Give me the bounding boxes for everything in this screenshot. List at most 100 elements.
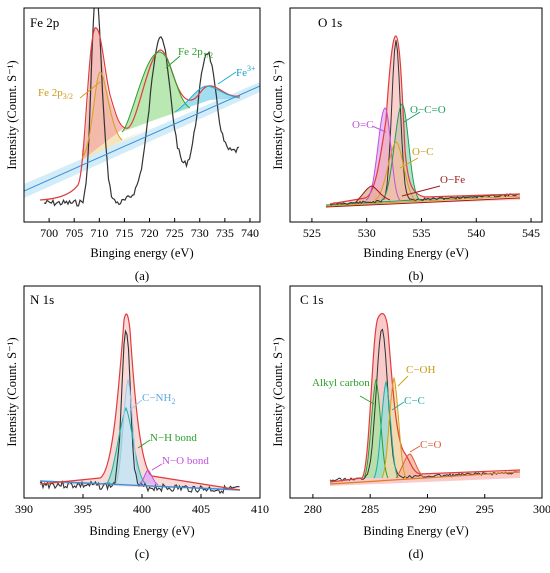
y-axis-label: Intensity (Count. S⁻¹) (5, 337, 19, 446)
plot-frame (289, 7, 543, 223)
peak-fe2p12-line (121, 51, 191, 133)
x-tick-label: 740 (241, 226, 259, 240)
label-cc: C−C (404, 395, 425, 407)
plot-frame (23, 7, 261, 223)
arrow-fe2p32 (79, 81, 101, 99)
x-tick-label: 715 (115, 226, 133, 240)
y-axis-label: Intensity (Count. S⁻¹) (271, 60, 285, 169)
raw-data-line (329, 40, 520, 206)
arrow-cc (391, 401, 405, 411)
x-tick-label: 400 (133, 502, 151, 516)
x-tick-label: 735 (216, 226, 234, 240)
x-tick-label: 705 (65, 226, 83, 240)
x-tick-label: 410 (251, 502, 269, 516)
arrow-oco (403, 111, 421, 123)
plot-frame (289, 285, 543, 499)
x-axis-ticks: 390 395 400 405 410 (15, 494, 269, 516)
arrow-oc2 (399, 157, 419, 169)
fit-envelope-fill (330, 313, 520, 486)
x-tick-label: 405 (192, 502, 210, 516)
peak-no-fill (140, 470, 158, 485)
x-tick-label: 280 (304, 502, 322, 516)
arrow-alkyl (359, 395, 375, 405)
fit-envelope-line (39, 27, 241, 201)
x-tick-label: 730 (191, 226, 209, 240)
y-axis-label: Intensity (Count. S⁻¹) (5, 60, 19, 169)
panel-caption: (b) (408, 268, 423, 283)
panel-c-lines (39, 313, 241, 495)
arrow-oc (371, 125, 387, 133)
peak-ofe-line (354, 185, 391, 204)
arrow-ofe (401, 185, 441, 197)
x-tick-label: 285 (361, 502, 379, 516)
panel-title: O 1s (318, 15, 342, 30)
peak-fe2p32-line (81, 71, 123, 159)
panel-c: 390 395 400 405 410 N 1s C−NH2 N−H bond N−O … (5, 285, 269, 561)
x-tick-label: 530 (358, 226, 376, 240)
x-tick-label: 300 (533, 502, 550, 516)
x-tick-label: 545 (522, 226, 540, 240)
panel-d-lines (329, 312, 521, 485)
x-axis-label: Binding Energy (eV) (89, 524, 194, 538)
peak-cc-line (373, 380, 399, 479)
arrow-nh2 (129, 399, 143, 411)
arrow-no (151, 463, 163, 471)
x-tick-label: 395 (74, 502, 92, 516)
label-alkyl: Alkyl carbon (312, 377, 370, 389)
bg-line (329, 471, 521, 485)
label-oc: O=C (352, 119, 373, 131)
fit-envelope-fill (40, 314, 240, 490)
peak-oc-line (365, 107, 401, 201)
raw-data-line (43, 8, 240, 207)
x-tick-label: 290 (418, 502, 436, 516)
x-tick-label: 390 (15, 502, 33, 516)
arrow-nh (137, 439, 151, 449)
panel-title: Fe 2p (30, 15, 59, 30)
panel-d-fills (330, 313, 520, 486)
label-nh2: C−NH2 (142, 392, 175, 406)
peak-nh2-line (115, 378, 141, 485)
arrow-fe3 (217, 71, 237, 85)
label-oco: O−C=O (410, 104, 446, 116)
peak-co-line (395, 453, 425, 479)
peak-no-line (139, 469, 159, 486)
bg-line (39, 480, 241, 491)
peak-coh-fill (382, 378, 406, 478)
x-axis-label: Binding Energy (eV) (363, 246, 468, 260)
x-tick-label: 525 (303, 226, 321, 240)
peak-oco-line (381, 103, 421, 201)
x-tick-label: 720 (141, 226, 159, 240)
panel-title: C 1s (300, 292, 323, 307)
panel-d: 280 285 290 295 300 C 1s Alkyl carbon C−OH C… (271, 285, 550, 561)
x-axis-ticks: 700 705 710 715 720 725 730 735 740 (40, 218, 259, 240)
panel-a: 700 705 710 715 720 725 730 735 740 Fe 2p Fe 2p3… (5, 7, 261, 283)
arrow-coh (397, 375, 409, 387)
x-axis-ticks: 280 285 290 295 300 (304, 494, 550, 516)
x-tick-label: 700 (40, 226, 58, 240)
fit-envelope-line (329, 312, 521, 483)
panel-b-lines (325, 35, 521, 208)
x-tick-label: 535 (412, 226, 430, 240)
panel-caption: (c) (135, 546, 149, 561)
peak-fe3-fill (175, 85, 240, 112)
label-co: C=O (420, 439, 442, 451)
label-nh: N−H bond (150, 432, 197, 444)
label-oc2: O−C (412, 146, 433, 158)
label-fe3: Fe3+ (236, 64, 256, 79)
peak-nh-line (105, 406, 147, 485)
x-axis-label: Binging energy (eV) (90, 246, 193, 260)
panel-caption: (d) (408, 546, 423, 561)
panel-a-lines (24, 8, 260, 207)
panel-b-fills (330, 35, 520, 206)
x-tick-label: 295 (476, 502, 494, 516)
panel-b: 525 530 535 540 545 O 1s O=C O−C=O O−C O−Fe … (271, 7, 543, 283)
peak-coh-line (381, 376, 407, 479)
panel-a-fills (24, 26, 260, 198)
label-fe2p12: Fe 2p1/2 (178, 46, 213, 60)
raw-data-line (39, 329, 240, 495)
fit-envelope-line (39, 313, 241, 491)
arrow-fe2p12 (165, 55, 181, 69)
x-axis-label: Binding Energy (eV) (363, 524, 468, 538)
label-ofe: O−Fe (440, 174, 465, 186)
